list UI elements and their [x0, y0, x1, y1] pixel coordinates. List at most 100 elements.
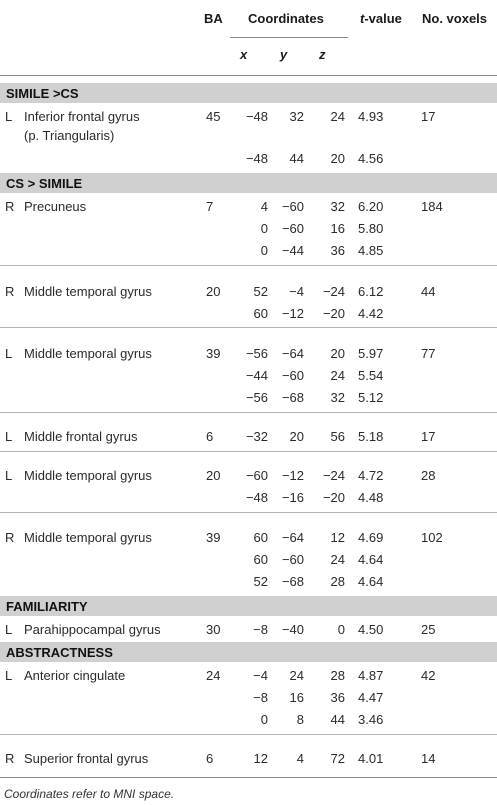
header-t-value: t-value	[360, 11, 402, 27]
hemisphere-cell: L	[5, 668, 13, 683]
voxels-cell: 25	[421, 622, 436, 637]
coord-y-cell: −12	[281, 468, 304, 483]
voxels-cell: 14	[421, 751, 436, 766]
coord-z-cell: 36	[330, 243, 345, 258]
row-divider	[0, 734, 497, 735]
coord-x-cell: 60	[253, 306, 268, 321]
voxels-cell: 44	[421, 284, 436, 299]
coord-z-cell: 32	[330, 199, 345, 214]
ba-cell: 39	[206, 346, 221, 361]
coord-z-cell: 56	[330, 429, 345, 444]
region-cell: Middle temporal gyrus	[24, 346, 152, 361]
coord-y-cell: −44	[281, 243, 304, 258]
header-t-suffix: -value	[364, 11, 402, 26]
coord-y-cell: −60	[281, 221, 304, 236]
coord-x-cell: 60	[253, 552, 268, 567]
coord-x-cell: −48	[245, 151, 268, 166]
ba-cell: 39	[206, 530, 221, 545]
t-value-cell: 4.50	[358, 622, 384, 637]
coord-y-cell: 16	[289, 690, 304, 705]
hemisphere-cell: L	[5, 346, 13, 361]
ba-cell: 45	[206, 109, 221, 124]
footnote: Coordinates refer to MNI space.	[4, 787, 175, 801]
region-cell: Middle frontal gyrus	[24, 429, 138, 444]
t-value-cell: 4.93	[358, 109, 384, 124]
coord-z-cell: 20	[330, 346, 345, 361]
coord-z-cell: 36	[330, 690, 345, 705]
coord-z-cell: 16	[330, 221, 345, 236]
coord-x-cell: −44	[245, 368, 268, 383]
coord-y-cell: −16	[281, 490, 304, 505]
row-divider	[0, 512, 497, 513]
header-ba: BA	[204, 11, 223, 26]
region-cell: Middle temporal gyrus	[24, 284, 152, 299]
coord-y-cell: −68	[281, 390, 304, 405]
coord-x-cell: −48	[245, 490, 268, 505]
coord-y-cell: 32	[289, 109, 304, 124]
coord-z-cell: 28	[330, 668, 345, 683]
voxels-cell: 102	[421, 530, 443, 545]
region-cell: Superior frontal gyrus	[24, 751, 149, 766]
coord-x-cell: 4	[260, 199, 268, 214]
coord-y-cell: 8	[296, 712, 304, 727]
region-cell-continued: (p. Triangularis)	[24, 128, 115, 143]
voxels-cell: 77	[421, 346, 436, 361]
region-cell: Middle temporal gyrus	[24, 468, 152, 483]
hemisphere-cell: L	[5, 622, 13, 637]
t-value-cell: 4.69	[358, 530, 384, 545]
t-value-cell: 5.97	[358, 346, 384, 361]
coord-x-cell: −60	[245, 468, 268, 483]
t-value-cell: 4.47	[358, 690, 384, 705]
ba-cell: 7	[206, 199, 214, 214]
coord-x-cell: 0	[260, 243, 268, 258]
coord-x-cell: −56	[245, 346, 268, 361]
ba-cell: 30	[206, 622, 221, 637]
coord-z-cell: −24	[322, 468, 345, 483]
t-value-cell: 4.64	[358, 552, 384, 567]
coord-x-cell: 52	[253, 284, 268, 299]
section-title: FAMILIARITY	[6, 599, 88, 614]
voxels-cell: 42	[421, 668, 436, 683]
voxels-cell: 17	[421, 109, 436, 124]
t-value-cell: 5.80	[358, 221, 384, 236]
coord-y-cell: −68	[281, 574, 304, 589]
header-rule	[0, 75, 497, 76]
t-value-cell: 4.42	[358, 306, 384, 321]
coord-z-cell: 28	[330, 574, 345, 589]
section-title: SIMILE >CS	[6, 86, 79, 101]
hemisphere-cell: R	[5, 530, 15, 545]
coord-x-cell: 12	[253, 751, 268, 766]
region-cell: Middle temporal gyrus	[24, 530, 152, 545]
hemisphere-cell: R	[5, 284, 15, 299]
coord-z-cell: −20	[322, 490, 345, 505]
bottom-rule	[0, 777, 497, 778]
t-value-cell: 4.64	[358, 574, 384, 589]
coord-z-cell: −20	[322, 306, 345, 321]
hemisphere-cell: L	[5, 468, 13, 483]
coord-z-cell: 24	[330, 368, 345, 383]
region-cell: Anterior cingulate	[24, 668, 126, 683]
row-divider	[0, 412, 497, 413]
section-band: CS > SIMILE	[0, 173, 497, 193]
coord-x-cell: 0	[260, 712, 268, 727]
coord-y-cell: 4	[296, 751, 304, 766]
hemisphere-cell: R	[5, 199, 15, 214]
coord-z-cell: 0	[337, 622, 345, 637]
coord-x-cell: 0	[260, 221, 268, 236]
t-value-cell: 5.18	[358, 429, 384, 444]
coord-y-cell: −12	[281, 306, 304, 321]
coord-z-cell: 24	[330, 552, 345, 567]
coord-z-cell: 44	[330, 712, 345, 727]
header-t-italic: t	[360, 11, 365, 26]
header-voxels: No. voxels	[422, 11, 488, 26]
coord-x-cell: −56	[245, 390, 268, 405]
coord-y-cell: 24	[289, 668, 304, 683]
row-divider	[0, 327, 497, 328]
coord-z-cell: 20	[330, 151, 345, 166]
coord-x-cell: −4	[253, 668, 268, 683]
voxels-cell: 28	[421, 468, 436, 483]
coord-y-cell: −64	[281, 346, 304, 361]
coord-z-cell: 72	[330, 751, 345, 766]
section-title: CS > SIMILE	[6, 176, 83, 191]
